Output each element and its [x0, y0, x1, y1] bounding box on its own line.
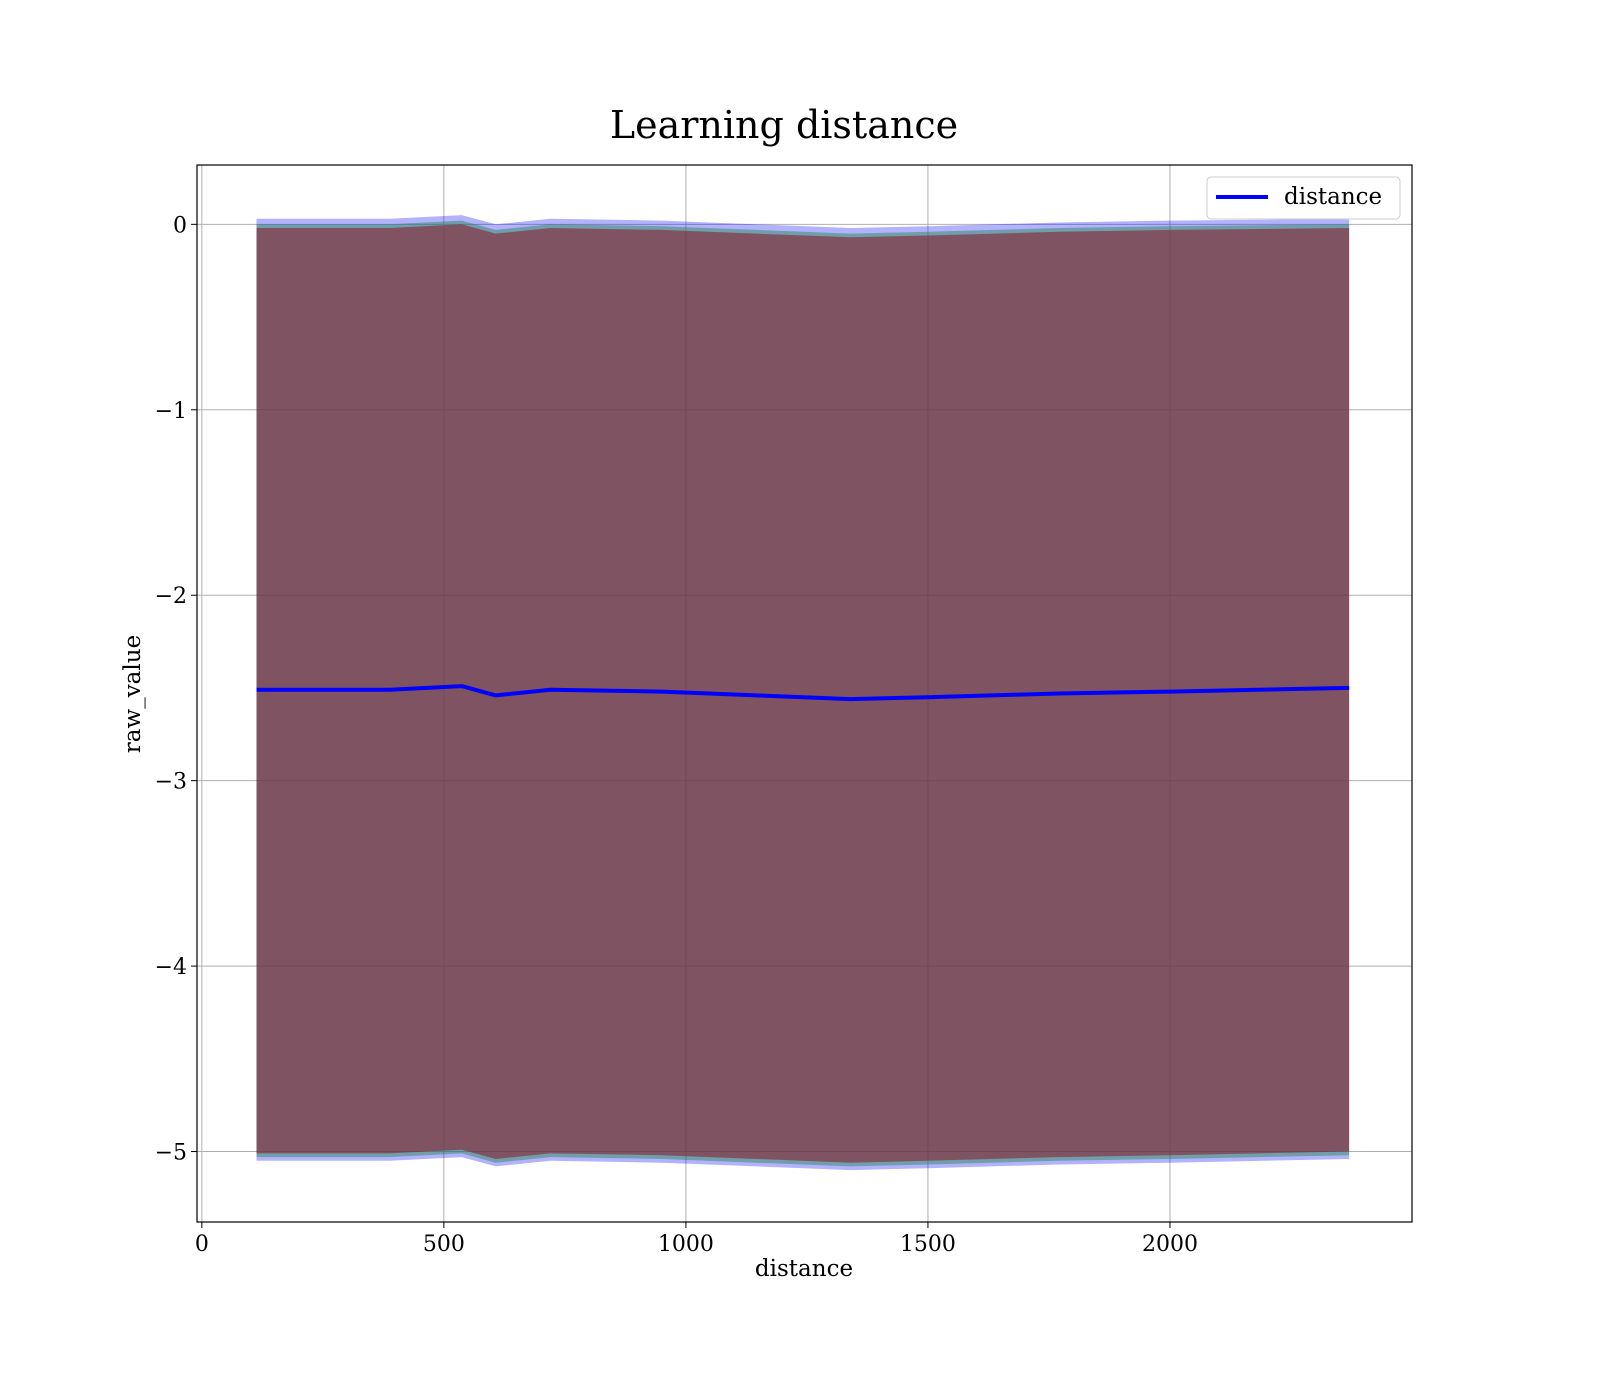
legend: distance — [1206, 176, 1401, 220]
x-tick-label: 2000 — [1142, 1232, 1198, 1257]
y-tick-label: −3 — [155, 770, 187, 795]
y-tick-label: −1 — [155, 399, 187, 424]
x-axis-label: distance — [755, 1256, 853, 1282]
y-axis-label: raw_value — [120, 635, 146, 753]
x-tick-label: 500 — [423, 1232, 465, 1257]
y-axis-ticks: 0 −1 −2 −3 −4 −5 — [155, 213, 197, 1166]
x-tick-label: 0 — [195, 1232, 209, 1257]
plot-area — [196, 164, 1413, 1223]
y-tick-label: −2 — [155, 584, 187, 609]
legend-box — [1206, 176, 1401, 220]
confidence-bands — [256, 215, 1350, 1171]
series-line-distance — [256, 684, 1350, 702]
band-inner — [256, 224, 1350, 1163]
x-tick-label: 1500 — [900, 1232, 956, 1257]
x-tick-label: 1000 — [658, 1232, 714, 1257]
legend-label-distance: distance — [1284, 184, 1382, 210]
x-axis-ticks: 0 500 1000 1500 2000 — [195, 1222, 1198, 1257]
chart-title: Learning distance — [610, 103, 958, 147]
series-lines — [256, 684, 1350, 702]
y-tick-label: −4 — [155, 955, 187, 980]
y-tick-label: −5 — [155, 1141, 187, 1166]
plot-frame — [196, 164, 1413, 1223]
y-tick-label: 0 — [173, 213, 187, 238]
